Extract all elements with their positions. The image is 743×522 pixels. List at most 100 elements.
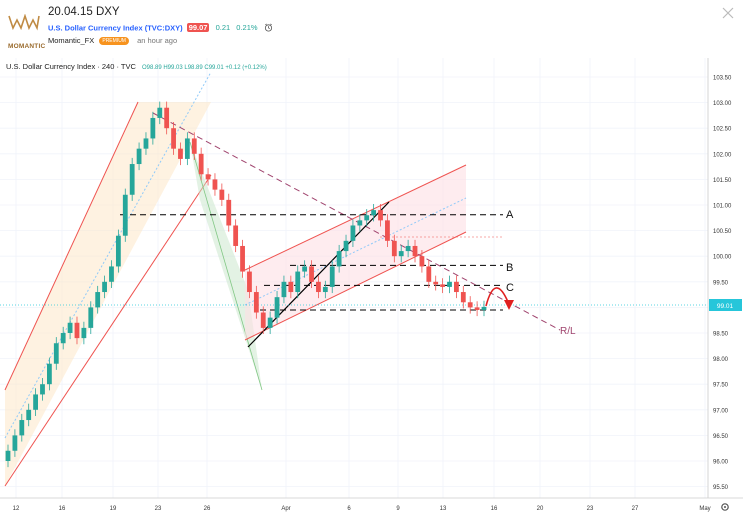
premium-badge: PREMIUM	[99, 37, 129, 46]
price-change: 0.21	[215, 23, 231, 33]
chart-legend: U.S. Dollar Currency Index · 240 · TVC O…	[6, 62, 267, 71]
candle-body	[295, 271, 301, 293]
candle-body	[46, 363, 52, 385]
resistance-trend-line	[152, 112, 561, 331]
candle-body	[129, 164, 135, 195]
price-tick-label: 97.00	[713, 408, 729, 414]
price-tick-label: 103.50	[713, 76, 732, 82]
price-tick-label: 100.00	[713, 255, 732, 261]
candle-body	[102, 281, 107, 293]
time-axis-bg	[0, 498, 743, 517]
candle-body	[371, 210, 377, 216]
settings-gear-icon[interactable]	[721, 503, 729, 511]
time-tick-label: 16	[59, 506, 66, 512]
candle-body	[433, 281, 439, 285]
candle-body	[426, 266, 432, 282]
time-axis: 12 16 19 23 26 Apr 6 9 13 16 20 23 27 May	[13, 506, 711, 512]
label-a: A	[506, 209, 514, 221]
candle-body	[198, 153, 204, 175]
candle-body	[329, 266, 335, 287]
candle-body	[302, 266, 308, 272]
candle-body	[95, 292, 101, 308]
time-tick-label: 20	[537, 506, 544, 512]
candle-body	[164, 107, 170, 129]
price-tick-label: 99.50	[713, 280, 729, 286]
price-chart[interactable]: A B C R/L 103.50 103.00 102.50 102.00 101.50…	[0, 58, 743, 517]
candle-body	[274, 297, 280, 318]
candle-body	[467, 302, 473, 308]
candle-body	[405, 245, 411, 252]
candle-body	[184, 138, 190, 159]
candle-body	[378, 210, 383, 221]
crown-icon	[8, 13, 40, 31]
momantic-logo: MOMANTIC	[5, 13, 45, 50]
last-price-badge	[709, 299, 742, 311]
time-tick-label: 6	[347, 506, 351, 512]
time-tick-label: 9	[396, 506, 400, 512]
time-tick-label: 23	[587, 506, 594, 512]
time-tick-label: 13	[440, 506, 447, 512]
price-tick-label: 96.00	[713, 460, 729, 466]
price-tick-label: 98.00	[713, 357, 729, 363]
label-b: B	[506, 262, 513, 274]
candle-body	[205, 174, 211, 180]
candle-body	[5, 450, 11, 461]
price-axis-bg	[708, 58, 743, 498]
descending-channel-edge	[189, 141, 263, 391]
candle-body	[281, 281, 287, 298]
price-tick-label: 97.50	[713, 383, 729, 389]
candle-body	[447, 281, 452, 287]
price-tick-label: 95.50	[713, 485, 729, 491]
author-name[interactable]: Momantic_FX	[48, 36, 95, 45]
chart-area[interactable]: A B C R/L 103.50 103.00 102.50 102.00 101.50…	[0, 58, 743, 517]
price-tick-label: 96.50	[713, 434, 729, 440]
candle-body	[26, 409, 32, 421]
candle-body	[81, 327, 87, 339]
candle-body	[419, 256, 425, 267]
rising-channel-fill	[245, 165, 466, 340]
horizontal-levels	[120, 214, 503, 311]
candle-body	[178, 148, 183, 159]
candle-body	[398, 251, 404, 257]
candle-body	[364, 215, 370, 221]
candle-body	[226, 199, 232, 226]
time-tick-label: 27	[632, 506, 639, 512]
candle-body	[247, 271, 252, 293]
candle-body	[219, 189, 225, 200]
candle-body	[474, 307, 480, 310]
time-tick-label: 19	[110, 506, 117, 512]
alarm-clock-icon[interactable]	[264, 23, 273, 34]
channel-lower-line	[4, 174, 212, 487]
close-icon[interactable]	[721, 6, 735, 20]
candle-body	[412, 245, 418, 257]
candle-body	[136, 148, 142, 165]
candle-body	[322, 286, 328, 293]
price-tick-label: 100.50	[713, 229, 732, 235]
rising-channel-upper	[244, 164, 467, 271]
time-tick-label: 26	[204, 506, 211, 512]
candle-body	[157, 107, 163, 118]
rising-channel-lower	[244, 231, 467, 341]
idea-header: MOMANTIC 20.04.15 DXY U.S. Dollar Curren…	[0, 0, 743, 58]
candle-body	[19, 420, 25, 436]
candle-body	[391, 240, 397, 257]
candle-body	[12, 435, 18, 451]
candle-body	[309, 266, 314, 282]
candle-body	[33, 394, 38, 410]
time-tick-label: 16	[491, 506, 498, 512]
ascending-channel-fill	[5, 102, 211, 486]
candle-body	[385, 220, 390, 241]
candle-body	[53, 343, 59, 364]
candle-body	[191, 138, 197, 154]
candle-body	[240, 245, 245, 272]
time-tick-label: Apr	[281, 506, 290, 512]
price-tick-label: 101.50	[713, 178, 732, 184]
candle-body	[316, 281, 321, 293]
candle-body	[122, 194, 128, 236]
symbol-link[interactable]: U.S. Dollar Currency Index (TVC:DXY)	[48, 23, 183, 33]
candle-body	[357, 220, 363, 226]
price-axis: 103.50 103.00 102.50 102.00 101.50 101.00 100.…	[713, 76, 732, 492]
time-tick-label: 12	[13, 506, 20, 512]
candle-body	[350, 225, 356, 241]
time-tick-label: 23	[155, 506, 162, 512]
